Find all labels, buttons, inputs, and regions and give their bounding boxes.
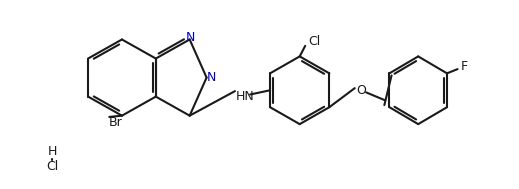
- Text: H: H: [47, 145, 57, 158]
- Text: HN: HN: [235, 90, 254, 103]
- Text: Cl: Cl: [46, 160, 58, 173]
- Text: F: F: [461, 60, 468, 74]
- Text: O: O: [356, 84, 366, 97]
- Text: Br: Br: [108, 115, 122, 129]
- Text: Cl: Cl: [308, 35, 321, 48]
- Text: N: N: [186, 31, 195, 44]
- Text: N: N: [207, 71, 216, 84]
